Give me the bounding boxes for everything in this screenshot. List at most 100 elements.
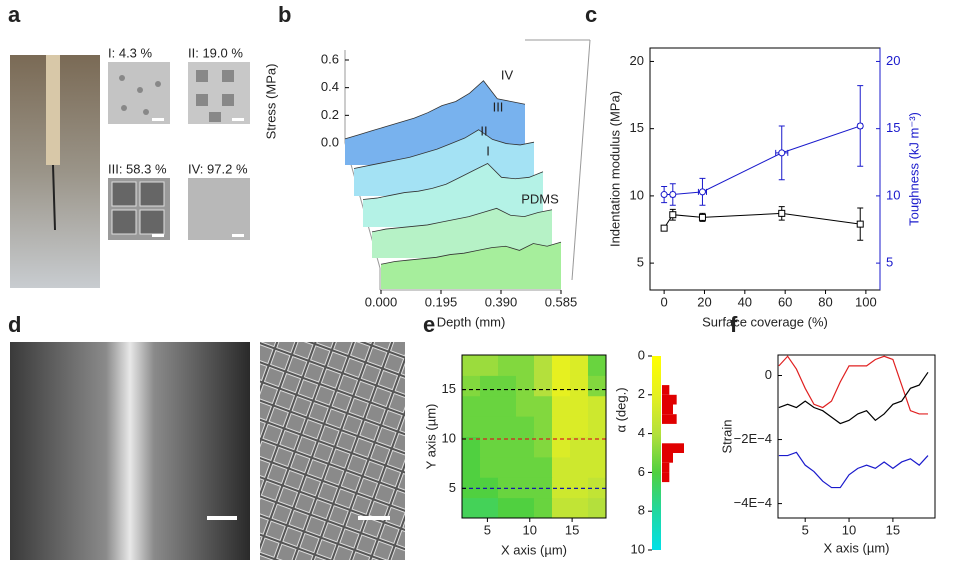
scale-bar [358, 516, 390, 520]
y-tick-label: 0 [765, 367, 772, 382]
area-fill [372, 208, 552, 258]
histogram-bar [662, 404, 673, 415]
heatmap-cell [462, 456, 481, 478]
x-tick-label: 15 [565, 522, 579, 537]
heatmap-cell [516, 436, 535, 458]
caption: IV: 97.2 % [188, 161, 248, 176]
heatmap-cell [552, 375, 571, 397]
x-tick-label: 10 [842, 522, 856, 537]
y-tick-label: 5 [886, 255, 893, 270]
caption: I: 4.3 % [108, 45, 153, 60]
histogram-bar [662, 472, 670, 483]
histogram-bar [662, 414, 677, 424]
y-tick-label: 20 [630, 53, 644, 68]
line [664, 125, 861, 196]
line [371, 207, 553, 233]
area-fill [381, 242, 561, 289]
panel-label: b [278, 2, 291, 27]
x-tick-label: 20 [697, 294, 711, 309]
heatmap-cell [588, 477, 607, 499]
series-label: III [493, 99, 504, 114]
line [362, 163, 544, 200]
heatmap-cell [462, 375, 481, 397]
colorbar-tick-label: 6 [638, 464, 645, 479]
line [778, 355, 928, 415]
y-tick-label: 0.6 [321, 51, 339, 66]
syringe [46, 55, 60, 165]
heatmap-cell [588, 395, 607, 417]
heatmap-cell [552, 497, 571, 519]
colorbar-tick-label: 0 [638, 347, 645, 362]
colorbar [652, 356, 661, 550]
x-tick-label: 40 [738, 294, 752, 309]
histogram-bar [662, 453, 673, 463]
photo [10, 342, 250, 560]
scale-bar [207, 516, 237, 520]
line [353, 129, 535, 169]
heatmap-cell [498, 497, 517, 519]
x-tick-label: 15 [886, 522, 900, 537]
x-tick-label: 80 [818, 294, 832, 309]
axis-box [344, 39, 591, 291]
histogram-bar [662, 443, 684, 453]
heatmap-cell [480, 395, 499, 417]
heatmap-cell [552, 436, 571, 458]
heatmap-cell [516, 456, 535, 478]
plot-frame [649, 47, 881, 291]
heatmap-cell [480, 375, 499, 397]
y-tick-label: 10 [442, 430, 456, 445]
y-tick-label: 0.2 [321, 107, 339, 122]
x-tick-label: 60 [778, 294, 792, 309]
x-axis-label: Surface coverage (%) [702, 314, 828, 329]
x-axis-label: Depth (mm) [437, 314, 506, 329]
line [344, 80, 526, 140]
squares [111, 181, 165, 235]
x-axis-label: X axis (µm) [824, 540, 890, 555]
y-tick-label: 5 [449, 480, 456, 495]
heatmap-cell [462, 416, 481, 437]
y-tick-label: −2E−4 [734, 431, 772, 446]
colorbar-tick-label: 2 [638, 386, 645, 401]
caption: II: 19.0 % [188, 45, 243, 60]
x-tick-label: 0.000 [365, 294, 398, 309]
micrograph [108, 62, 170, 124]
needle [52, 164, 56, 231]
x-tick-label: 10 [523, 522, 537, 537]
heatmap-cell [516, 497, 535, 519]
heatmap-cell [552, 477, 571, 499]
heatmap-cell [534, 436, 553, 458]
heatmap-cell [588, 375, 607, 397]
heatmap-cell [480, 416, 499, 437]
panel-label: e [423, 312, 435, 337]
heatmap-cell [534, 395, 553, 417]
y-tick-label: 10 [886, 187, 900, 202]
heatmap-cell [516, 375, 535, 397]
marker [778, 149, 786, 157]
colorbar-tick-label: 4 [638, 425, 645, 440]
heatmap-cell [534, 477, 553, 499]
micrograph [188, 178, 250, 240]
x-tick-label: 0 [661, 294, 668, 309]
y-tick-label: 0.0 [321, 134, 339, 149]
heatmap-cell [570, 456, 589, 478]
heatmap-cell [498, 416, 517, 437]
heatmap-cell [588, 355, 607, 376]
heatmap-cell [570, 497, 589, 519]
heatmap-cell [480, 477, 499, 499]
marker [669, 191, 677, 199]
heatmap-cell [480, 497, 499, 519]
heatmap-cell [462, 477, 481, 499]
y-axis-label: Y axis (µm) [423, 404, 438, 470]
panel-label: a [8, 2, 21, 27]
heatmap-cell [552, 355, 571, 376]
scale-bar [152, 118, 244, 237]
panel-label: d [8, 312, 21, 337]
y-axis-label: Indentation modulus (MPa) [607, 91, 622, 247]
series-label: PDMS [521, 191, 559, 206]
marker [660, 224, 668, 232]
heatmap-cell [480, 436, 499, 458]
x-axis-label: X axis (µm) [501, 542, 567, 557]
heatmap-cell [498, 355, 517, 376]
heatmap-cell [516, 477, 535, 499]
